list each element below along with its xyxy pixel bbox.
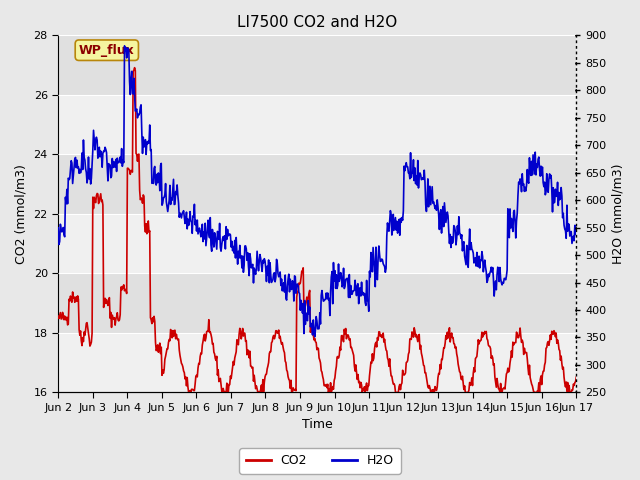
H2O (572, 229, 580, 235)
H2O (121, 43, 129, 49)
CO2 (170, 328, 178, 334)
Title: LI7500 CO2 and H2O: LI7500 CO2 and H2O (237, 15, 397, 30)
CO2 (572, 374, 580, 380)
CO2 (54, 313, 62, 319)
H2O (54, 225, 62, 231)
CO2 (381, 343, 389, 349)
Bar (58, 36, 576, 95)
H2O (311, 334, 319, 340)
X-axis label: Time: Time (302, 419, 333, 432)
CO2 (131, 65, 138, 71)
Y-axis label: CO2 (mmol/m3): CO2 (mmol/m3) (15, 164, 28, 264)
Text: WP_flux: WP_flux (79, 44, 134, 57)
Bar (58, 95, 576, 155)
Line: H2O: H2O (58, 46, 576, 337)
H2O (198, 228, 205, 234)
CO2 (397, 387, 404, 393)
H2O (64, 201, 72, 206)
CO2 (64, 322, 72, 328)
Y-axis label: H2O (mmol/m3): H2O (mmol/m3) (612, 164, 625, 264)
Bar (58, 214, 576, 274)
Line: CO2: CO2 (58, 68, 576, 393)
CO2 (185, 390, 193, 396)
CO2 (117, 284, 125, 290)
H2O (381, 269, 389, 275)
Legend: CO2, H2O: CO2, H2O (239, 448, 401, 474)
Bar (58, 333, 576, 393)
H2O (117, 160, 125, 166)
Bar (58, 274, 576, 333)
H2O (170, 202, 178, 207)
H2O (397, 216, 404, 221)
CO2 (198, 342, 206, 348)
Bar (58, 155, 576, 214)
